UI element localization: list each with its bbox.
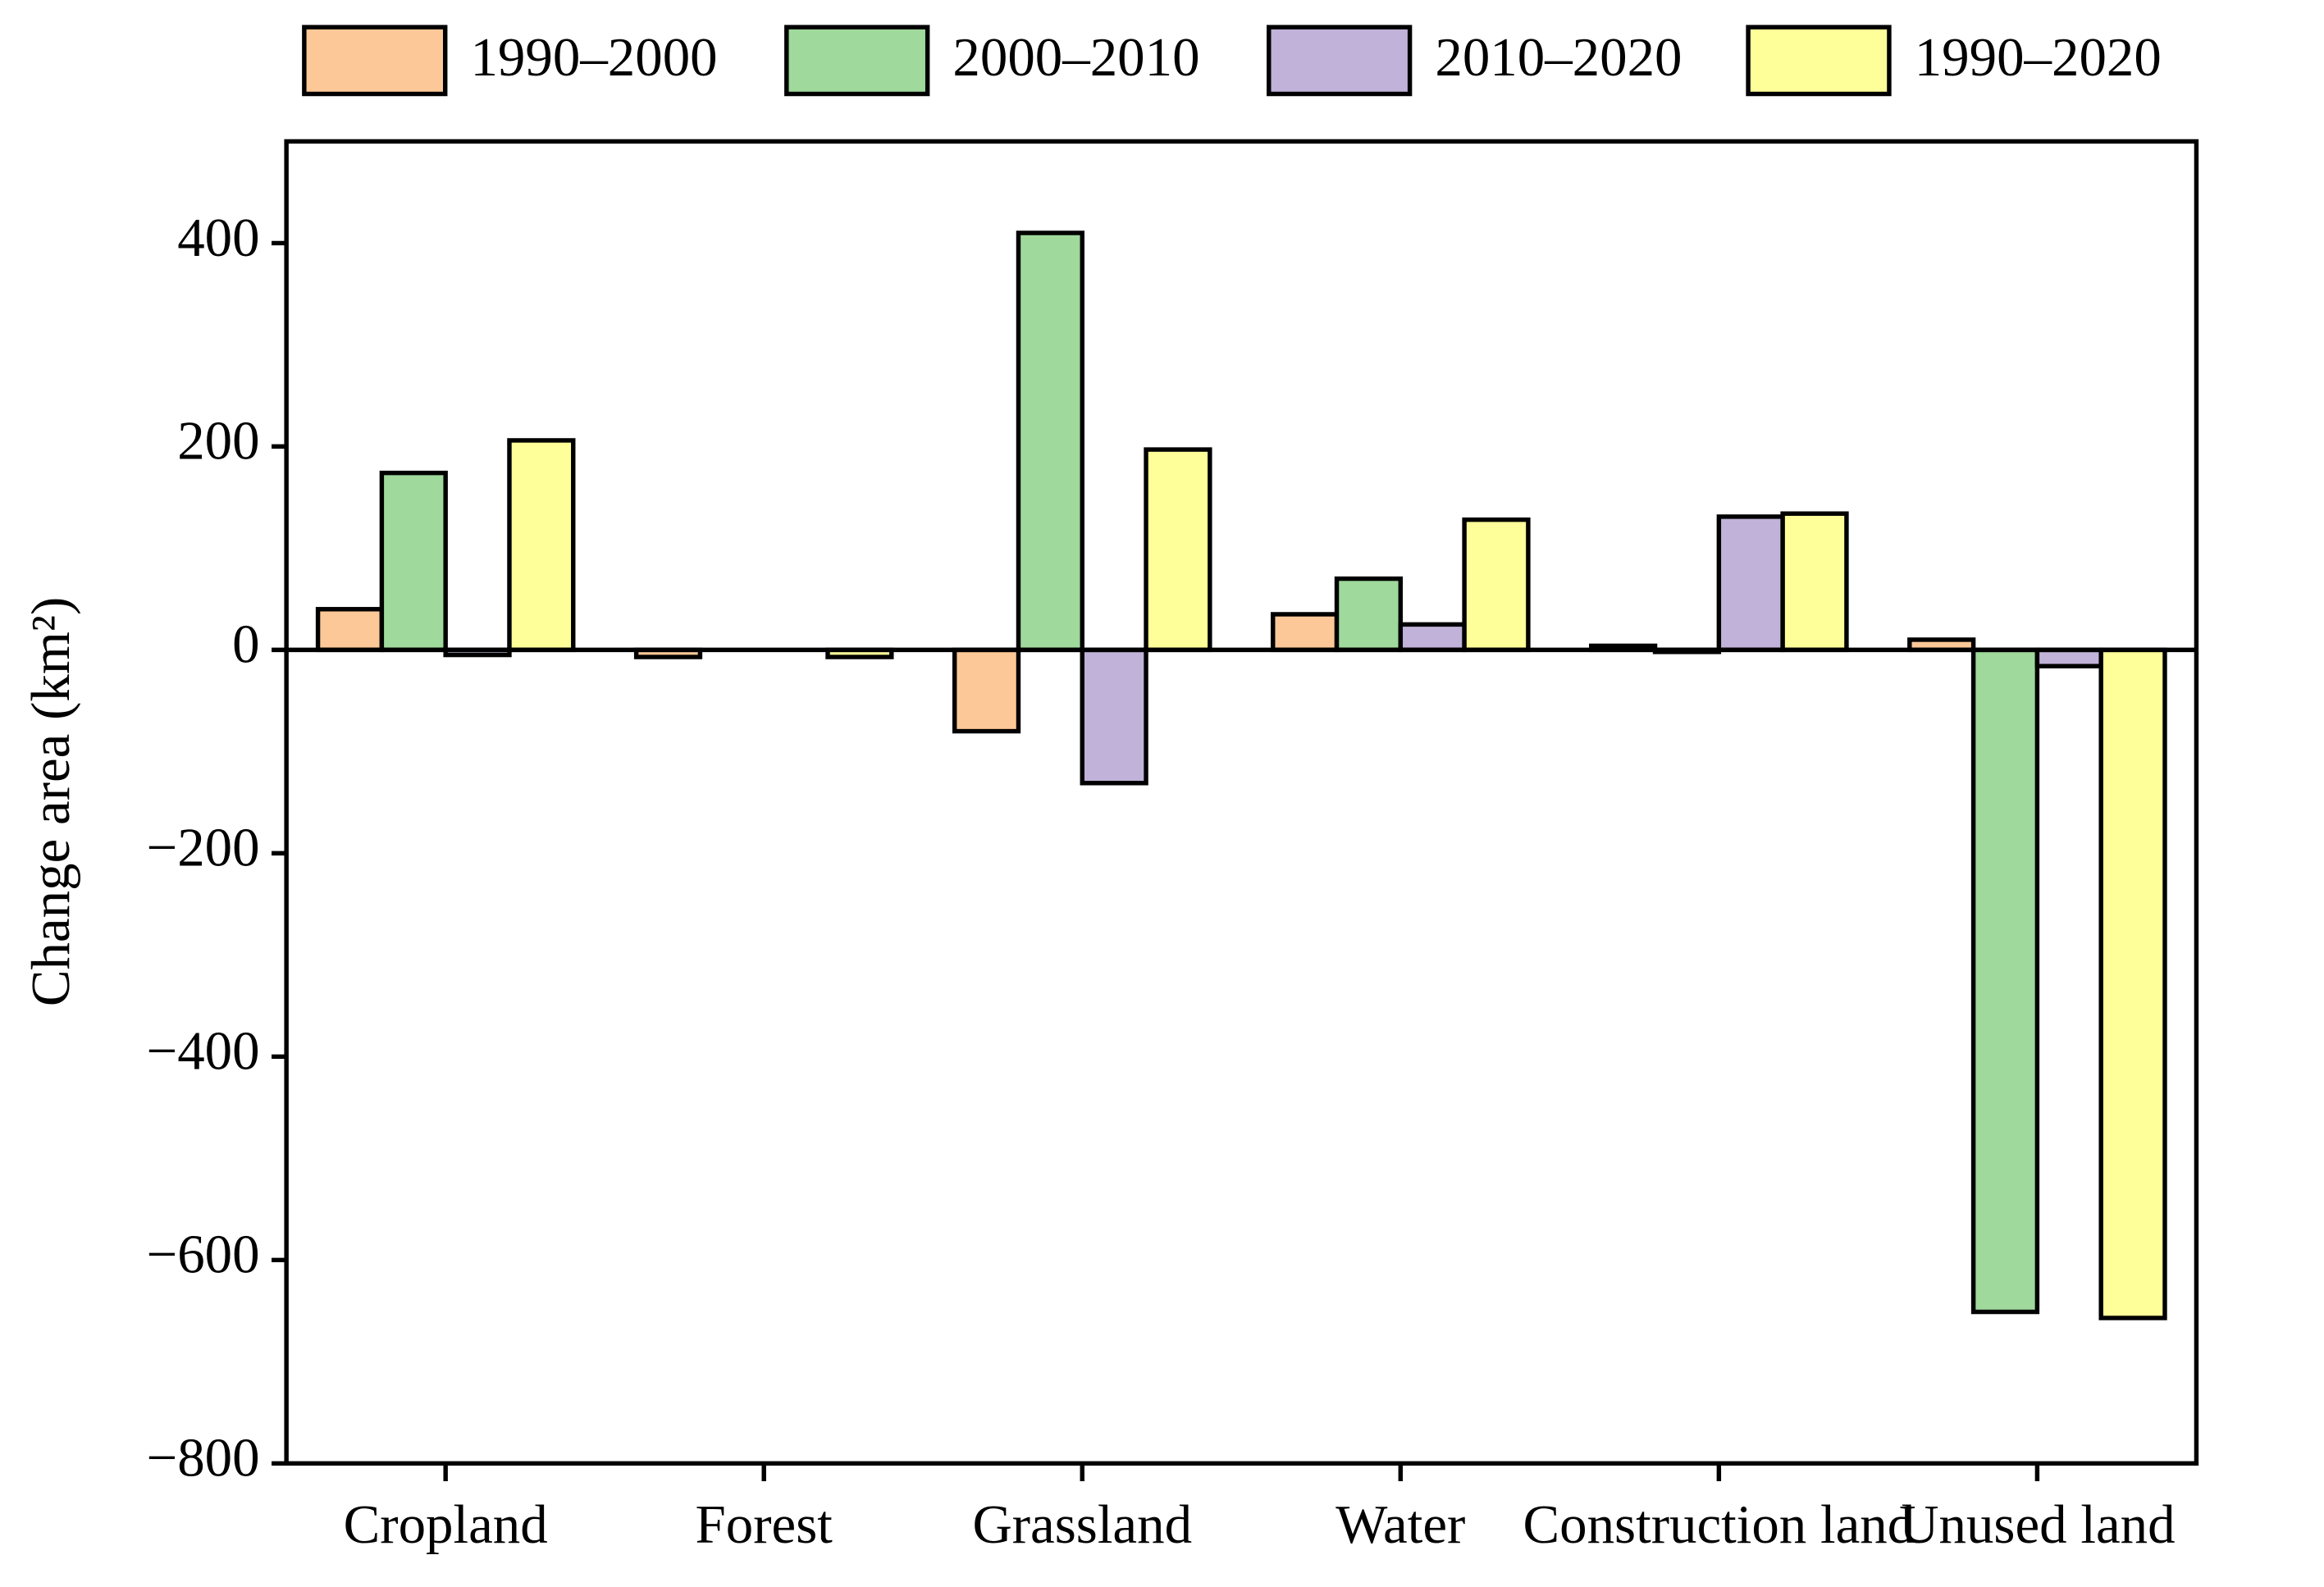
bar	[1970, 647, 2040, 1315]
bar	[1080, 647, 1148, 786]
y-tick-label: −200	[146, 818, 259, 878]
bar	[2098, 647, 2167, 1320]
legend-label: 2010–2020	[1435, 27, 1682, 88]
bar	[507, 438, 576, 653]
y-axis-label: Change area (km²)	[21, 597, 81, 1006]
bar	[1716, 514, 1785, 653]
x-tick-label: Cropland	[344, 1494, 548, 1555]
y-tick-label: 200	[177, 411, 259, 472]
bar	[952, 647, 1021, 734]
bar	[1462, 517, 1531, 653]
plot-frame	[284, 139, 2199, 1466]
legend-swatch	[784, 25, 930, 97]
legend-swatch	[1267, 25, 1413, 97]
legend-swatch	[1746, 25, 1892, 97]
bar	[379, 470, 448, 653]
x-tick-label: Construction land	[1523, 1494, 1915, 1555]
bar	[1334, 576, 1404, 653]
y-tick-label: 0	[232, 614, 259, 675]
legend-label: 1990–2020	[1915, 27, 2162, 88]
legend-label: 2000–2010	[952, 27, 1199, 88]
x-tick-label: Water	[1336, 1494, 1465, 1555]
x-tick-label: Unused land	[1899, 1494, 2175, 1555]
bar	[2034, 647, 2103, 668]
bar	[1780, 511, 1849, 653]
y-tick-label: −400	[146, 1021, 259, 1082]
x-tick-label: Forest	[696, 1494, 833, 1555]
bar	[1271, 612, 1340, 653]
y-tick-label: −600	[146, 1224, 259, 1285]
bar	[1398, 622, 1467, 653]
legend-label: 1990–2000	[470, 27, 717, 88]
bar	[315, 607, 385, 653]
y-tick-label: 400	[177, 207, 259, 268]
y-tick-label: −800	[146, 1428, 259, 1489]
legend-swatch	[302, 25, 448, 97]
x-tick-label: Grassland	[972, 1494, 1192, 1555]
bar	[1144, 447, 1212, 653]
bar	[1016, 230, 1084, 653]
